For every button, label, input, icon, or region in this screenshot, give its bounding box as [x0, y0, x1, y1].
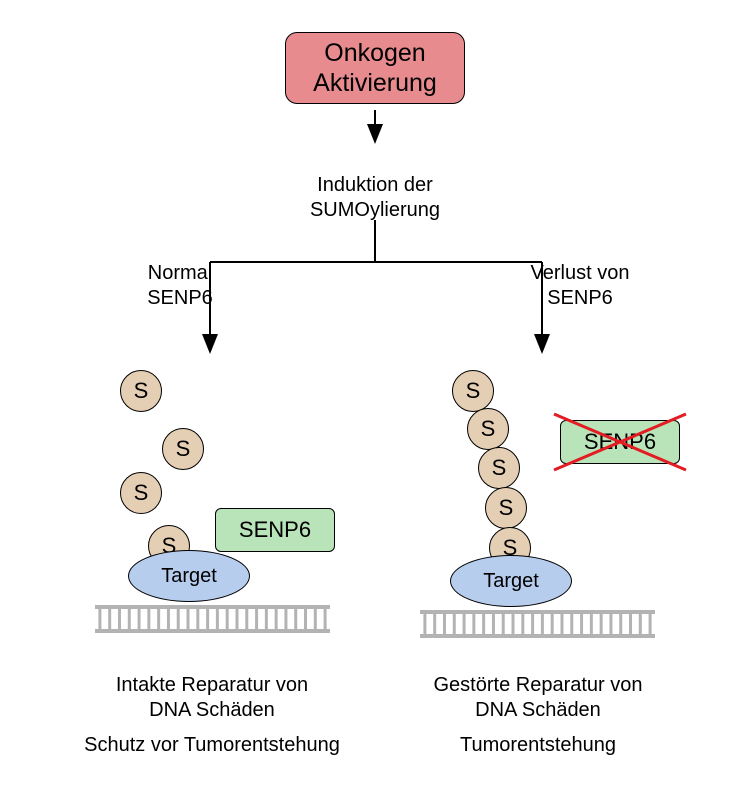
verlust-text: Verlust von SENP6: [531, 262, 630, 309]
normal-text: Normal SENP6: [147, 262, 213, 309]
verlust-senp6-label: Verlust von SENP6: [500, 236, 660, 311]
left-caption-2-text: Schutz vor Tumorentstehung: [84, 734, 340, 756]
normal-senp6-label: Normal SENP6: [100, 236, 260, 311]
sumo-label: S: [466, 378, 481, 404]
senp6-text: SENP6: [584, 429, 656, 455]
sumo-chain-circle: S: [478, 447, 520, 489]
target-ellipse-right: Target: [450, 555, 572, 607]
right-caption-2: Tumorentstehung: [396, 708, 680, 758]
senp6-text: SENP6: [239, 517, 311, 543]
induktion-label: Induktion der SUMOylierung: [260, 148, 490, 223]
sumo-circle: S: [120, 370, 162, 412]
sumo-label: S: [176, 436, 191, 462]
target-text: Target: [483, 570, 539, 593]
dna-ladder-left: [95, 605, 330, 633]
onkogen-text: Onkogen Aktivierung: [313, 38, 437, 98]
onkogen-box: Onkogen Aktivierung: [285, 32, 465, 104]
sumo-circle: S: [120, 472, 162, 514]
induktion-text: Induktion der SUMOylierung: [310, 174, 440, 221]
target-ellipse-left: Target: [128, 550, 250, 602]
right-caption-2-text: Tumorentstehung: [460, 734, 616, 756]
sumo-label: S: [481, 416, 496, 442]
sumo-label: S: [134, 378, 149, 404]
sumo-label: S: [499, 495, 514, 521]
sumo-label: S: [492, 455, 507, 481]
sumo-chain-circle: S: [467, 408, 509, 450]
left-caption-2: Schutz vor Tumorentstehung: [70, 708, 354, 758]
sumo-circle: S: [162, 428, 204, 470]
dna-ladder-right: [420, 610, 655, 638]
sumo-chain-circle: S: [485, 487, 527, 529]
sumo-chain-circle: S: [452, 370, 494, 412]
senp6-box-left: SENP6: [215, 508, 335, 552]
sumo-label: S: [134, 480, 149, 506]
senp6-box-right: SENP6: [560, 420, 680, 464]
target-text: Target: [161, 565, 217, 588]
